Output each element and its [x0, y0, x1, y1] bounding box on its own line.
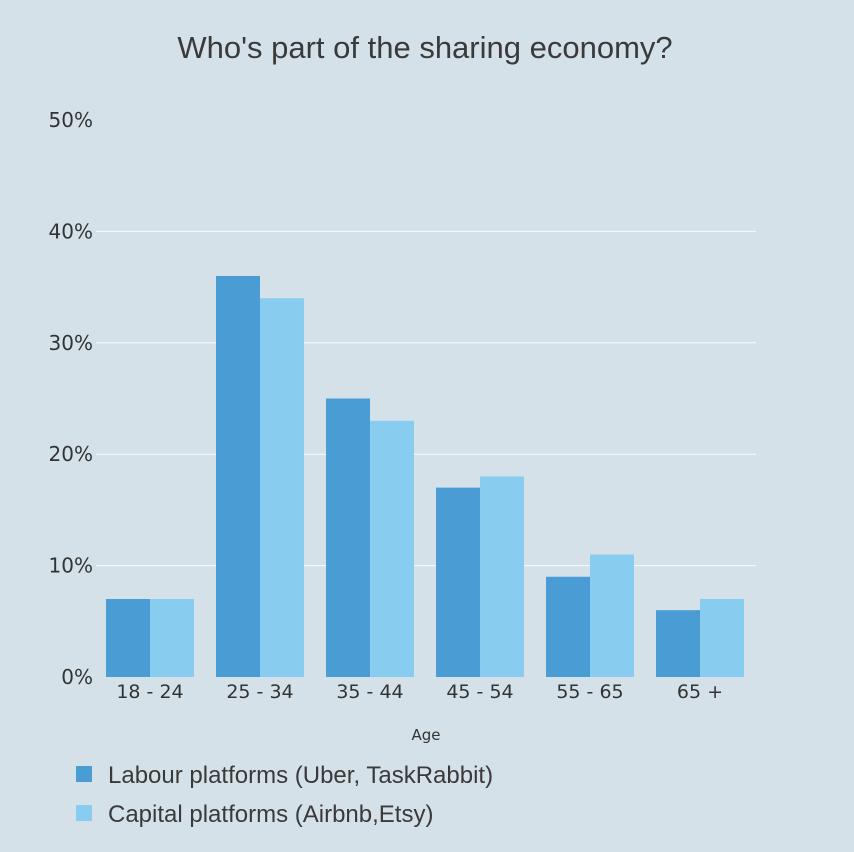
x-tick-label: 65 + — [677, 681, 723, 703]
y-tick-label: 0% — [61, 665, 93, 689]
legend-label: Labour platforms (Uber, TaskRabbit) — [108, 762, 493, 789]
bar — [216, 275, 260, 677]
bar — [150, 599, 194, 677]
bar — [260, 298, 304, 677]
bars-layer — [106, 275, 744, 677]
legend-swatch — [76, 805, 92, 821]
legend-swatch — [76, 766, 92, 782]
bar-group — [326, 398, 414, 677]
legend-item[interactable]: Labour platforms (Uber, TaskRabbit) — [76, 762, 493, 789]
legend-item[interactable]: Capital platforms (Airbnb,Etsy) — [76, 801, 433, 828]
y-axis-ticks: 0% 10% 20% 30% 40% 50% — [49, 108, 93, 689]
bar — [590, 554, 634, 677]
y-tick-label: 30% — [49, 331, 93, 355]
legend-label: Capital platforms (Airbnb,Etsy) — [108, 801, 433, 828]
legend: Labour platforms (Uber, TaskRabbit) Capit… — [76, 762, 493, 828]
y-tick-label: 40% — [49, 219, 93, 243]
x-tick-label: 25 - 34 — [226, 681, 293, 703]
y-tick-label: 10% — [49, 554, 93, 578]
bar — [480, 476, 524, 677]
x-tick-label: 35 - 44 — [336, 681, 403, 703]
x-tick-label: 45 - 54 — [446, 681, 513, 703]
x-tick-label: 18 - 24 — [116, 681, 183, 703]
y-tick-label: 20% — [49, 442, 93, 466]
grid-layer — [96, 230, 756, 567]
bar-group — [106, 599, 194, 677]
bar — [106, 599, 150, 677]
x-tick-label: 55 - 65 — [556, 681, 623, 703]
bar-group — [216, 275, 304, 677]
bar-group — [546, 554, 634, 677]
bar — [436, 487, 480, 677]
bar-group — [436, 476, 524, 677]
x-axis-label: Age — [411, 726, 440, 744]
bar — [546, 576, 590, 677]
bar — [700, 599, 744, 677]
bar-group — [656, 599, 744, 677]
bar — [370, 420, 414, 677]
x-axis-ticks: 18 - 24 25 - 34 35 - 44 45 - 54 55 - 65 65 + — [116, 681, 723, 703]
bar — [656, 610, 700, 677]
bar — [326, 398, 370, 677]
chart-title: Who's part of the sharing economy? — [177, 30, 672, 65]
y-tick-label: 50% — [49, 108, 93, 132]
